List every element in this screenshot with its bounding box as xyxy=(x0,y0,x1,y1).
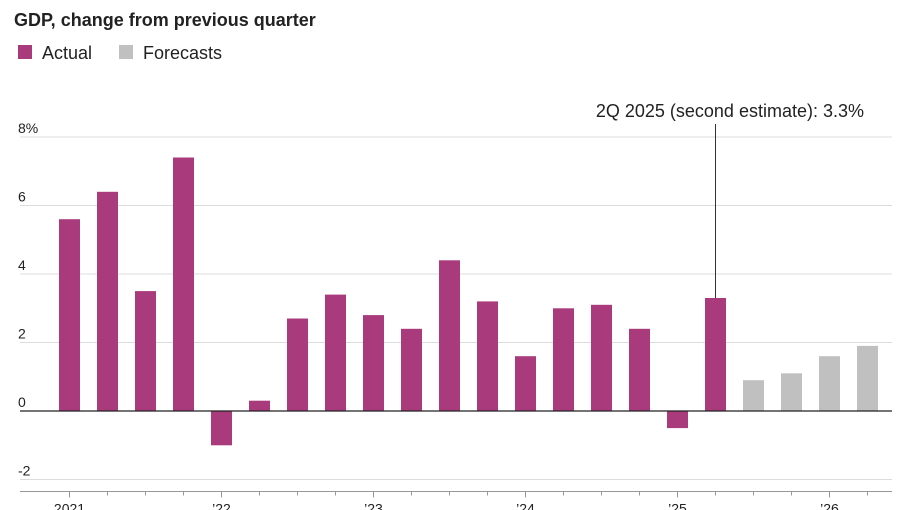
chart-title: GDP, change from previous quarter xyxy=(14,10,316,30)
y-tick-label: 8% xyxy=(18,120,38,136)
bar-actual xyxy=(59,219,80,411)
legend: Actual Forecasts xyxy=(18,43,222,63)
x-tick-label: ’22 xyxy=(212,501,231,510)
bar-actual xyxy=(667,411,688,429)
bar-actual xyxy=(97,191,118,411)
bar-actual xyxy=(591,304,612,411)
bar-actual xyxy=(705,298,726,411)
y-tick-label: 4 xyxy=(18,257,26,273)
bar-actual xyxy=(249,400,270,411)
bar-actual xyxy=(515,356,536,411)
y-axis-ticks: -2 0 2 4 6 8% xyxy=(18,120,38,479)
legend-swatch-actual xyxy=(18,45,32,59)
bar-forecast xyxy=(857,345,878,411)
x-tick-label: ’23 xyxy=(364,501,383,510)
bar-actual xyxy=(135,291,156,411)
y-tick-label: 2 xyxy=(18,326,26,342)
bars xyxy=(59,157,878,446)
bar-forecast xyxy=(781,373,802,411)
y-tick-label: -2 xyxy=(18,463,31,479)
x-tick-label: 2021 xyxy=(54,501,85,510)
bar-actual xyxy=(401,328,422,411)
bar-actual xyxy=(287,318,308,411)
bar-actual xyxy=(439,260,460,411)
y-tick-label: 6 xyxy=(18,189,26,205)
annotation-label: 2Q 2025 (second estimate): 3.3% xyxy=(596,101,864,121)
x-tick-label: ’24 xyxy=(516,501,535,510)
legend-label-actual: Actual xyxy=(42,43,92,63)
bar-actual xyxy=(211,411,232,446)
bar-actual xyxy=(477,301,498,411)
bar-forecast xyxy=(819,356,840,411)
bar-actual xyxy=(629,328,650,411)
x-axis-ticks: 2021 ’22 ’23 ’24 ’25 ’26 xyxy=(54,491,868,510)
annotation: 2Q 2025 (second estimate): 3.3% xyxy=(596,101,864,298)
bar-actual xyxy=(363,315,384,411)
bar-actual xyxy=(553,308,574,412)
x-tick-label: ’26 xyxy=(820,501,839,510)
bar-actual xyxy=(173,157,194,411)
bar-actual xyxy=(325,294,346,412)
legend-label-forecasts: Forecasts xyxy=(143,43,222,63)
y-tick-label: 0 xyxy=(18,394,26,410)
legend-swatch-forecasts xyxy=(119,45,133,59)
bar-forecast xyxy=(743,380,764,411)
x-tick-label: ’25 xyxy=(668,501,687,510)
